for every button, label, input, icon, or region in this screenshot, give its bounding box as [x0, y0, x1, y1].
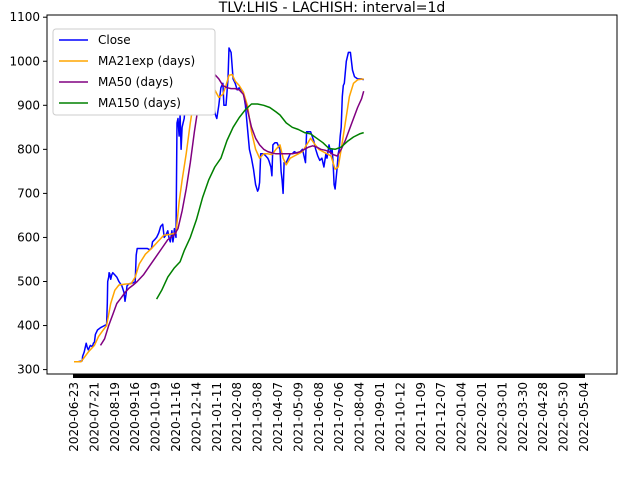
x-tick-label: 2021-01-11 [210, 382, 224, 452]
x-tick-label: 2021-06-08 [312, 382, 326, 452]
x-tick-label: 2022-03-01 [495, 382, 509, 452]
x-tick-label: 2021-04-07 [271, 382, 285, 452]
y-tick-label: 300 [17, 363, 40, 377]
x-tick-label: 2021-02-08 [230, 382, 244, 452]
x-tick-label: 2020-12-14 [189, 382, 203, 452]
y-tick-label: 600 [17, 230, 40, 244]
x-tick-band [73, 374, 585, 378]
x-tick-label: 2021-12-07 [434, 382, 448, 452]
x-tick-label: 2022-01-04 [455, 382, 469, 452]
x-tick-label: 2021-03-08 [251, 382, 265, 452]
x-tick-label: 2022-04-28 [536, 382, 550, 452]
x-tick-label: 2020-11-16 [169, 382, 183, 452]
plot-frame [46, 14, 618, 375]
x-tick-label: 2020-09-16 [128, 382, 142, 452]
y-tick-label: 900 [17, 98, 40, 112]
x-tick-label: 2021-05-09 [291, 382, 305, 452]
legend-label: Close [98, 33, 131, 47]
x-tick-label: 2020-07-21 [87, 382, 101, 452]
x-tick-label: 2022-05-04 [577, 382, 591, 452]
series-line-3 [155, 103, 364, 300]
x-tick-label: 2020-08-19 [108, 382, 122, 452]
y-tick-label: 500 [17, 274, 40, 288]
y-tick-label: 700 [17, 186, 40, 200]
y-tick-label: 1100 [9, 10, 40, 24]
legend-label: MA50 (days) [98, 75, 173, 89]
y-tick-label: 400 [17, 319, 40, 333]
y-tick-label: 800 [17, 142, 40, 156]
x-tick-label: 2021-09-01 [373, 382, 387, 452]
x-tick-label: 2022-02-01 [475, 382, 489, 452]
x-tick-label: 2021-07-06 [332, 382, 346, 452]
legend: Close MA21exp (days) MA50 (days) MA150 (day… [52, 28, 216, 116]
x-tick-label: 2021-08-04 [353, 382, 367, 452]
x-tick-label: 2021-11-09 [414, 382, 428, 452]
x-tick-label: 2022-05-30 [557, 382, 571, 452]
x-tick-label: 2021-10-12 [393, 382, 407, 452]
series-line-2 [99, 73, 365, 346]
x-tick-label: 2020-10-19 [149, 382, 163, 452]
legend-label: MA21exp (days) [98, 54, 195, 68]
x-tick-label: 2022-03-30 [516, 382, 530, 452]
y-tick-label: 1000 [9, 54, 40, 68]
legend-label: MA150 (days) [98, 96, 181, 110]
x-tick-label: 2020-06-23 [67, 382, 81, 452]
legend-box [52, 28, 216, 116]
chart-title: TLV:LHIS - LACHISH: interval=1d [218, 0, 446, 16]
